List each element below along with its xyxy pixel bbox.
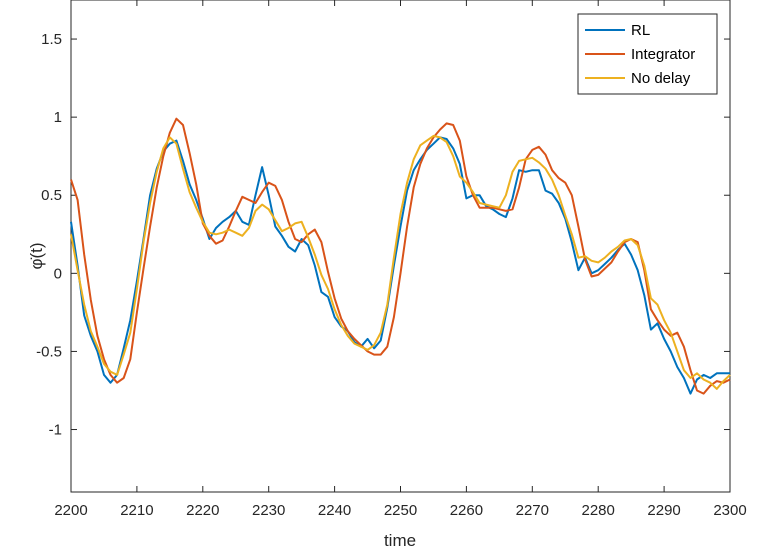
- y-tick-label: 0: [54, 265, 62, 282]
- y-tick-label: 1: [54, 109, 62, 126]
- x-tick-label: 2210: [120, 502, 153, 519]
- legend-label-0: RL: [631, 22, 650, 39]
- x-tick-label: 2240: [318, 502, 351, 519]
- x-tick-label: 2280: [582, 502, 615, 519]
- y-tick-label: -0.5: [36, 343, 62, 360]
- x-tick-label: 2270: [516, 502, 549, 519]
- y-tick-label: 0.5: [41, 187, 62, 204]
- x-axis-label: time: [384, 531, 416, 550]
- y-axis-label: φ̇(t): [27, 242, 46, 269]
- x-tick-label: 2260: [450, 502, 483, 519]
- y-tick-label: 1.5: [41, 31, 62, 48]
- legend-label-2: No delay: [631, 70, 691, 87]
- y-tick-label: -1: [49, 422, 62, 439]
- series-line-2: [70, 134, 731, 390]
- x-axis-ticks: 2200 2210 2220 2230 2240 2250 2260 2270 2280 2290…: [54, 0, 747, 519]
- x-tick-label: 2250: [384, 502, 417, 519]
- x-tick-label: 2290: [647, 502, 680, 519]
- legend-label-1: Integrator: [631, 46, 695, 63]
- series-line-1: [70, 117, 731, 395]
- legend: RL Integrator No delay: [577, 13, 718, 95]
- x-tick-label: 2200: [54, 502, 87, 519]
- x-tick-label: 2300: [713, 502, 746, 519]
- series-lines: [70, 117, 731, 395]
- y-axis-ticks: -1 -0.5 0 0.5 1 1.5: [36, 31, 730, 439]
- x-tick-label: 2220: [186, 502, 219, 519]
- x-tick-label: 2230: [252, 502, 285, 519]
